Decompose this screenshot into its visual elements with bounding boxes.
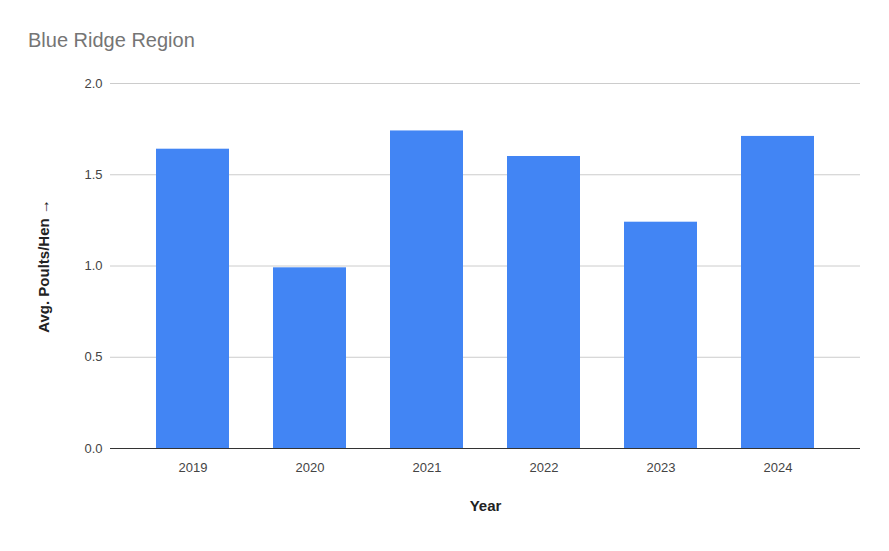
svg-text:2020: 2020 bbox=[296, 460, 325, 475]
svg-text:Avg. Poults/Hen →: Avg. Poults/Hen → bbox=[35, 199, 52, 333]
svg-text:2024: 2024 bbox=[764, 460, 793, 475]
svg-text:Year: Year bbox=[470, 497, 502, 514]
svg-text:1.0: 1.0 bbox=[84, 258, 102, 273]
svg-text:2022: 2022 bbox=[530, 460, 559, 475]
svg-text:2021: 2021 bbox=[413, 460, 442, 475]
svg-text:2023: 2023 bbox=[647, 460, 676, 475]
svg-text:2019: 2019 bbox=[179, 460, 208, 475]
svg-text:0.5: 0.5 bbox=[84, 349, 102, 364]
html-text:Blue Ridge Region: Blue Ridge Region bbox=[28, 29, 195, 51]
svg-text:1.5: 1.5 bbox=[84, 167, 102, 182]
svg-text:0.0: 0.0 bbox=[84, 441, 102, 456]
svg-text:2.0: 2.0 bbox=[84, 76, 102, 91]
